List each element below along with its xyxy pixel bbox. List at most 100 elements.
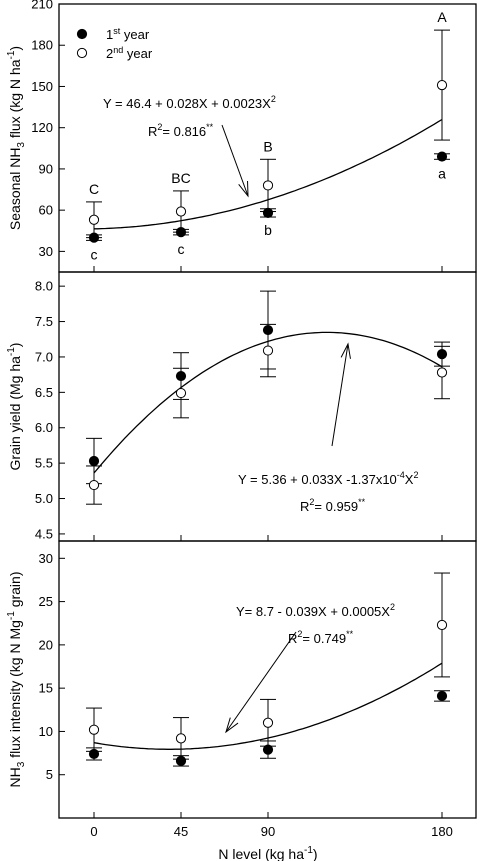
legend-sup: st [113,26,121,36]
arrow-head [238,180,249,198]
r2-sup: 2 [297,629,302,639]
arrow-head [340,342,351,359]
equation-text: Y= 8.7 - 0.039X + 0.0005X [236,604,390,619]
significance-letter-1st-year: a [438,166,446,182]
y-tick-label: 15 [39,681,53,696]
y-tick-label: 5.5 [35,456,53,471]
y-tick-label: 8.0 [35,279,53,294]
y-axis-label-p1: Seasonal NH3 flux (kg N ha-1) [6,46,27,230]
data-point-1st-year [436,151,448,162]
r2-text: R [300,499,309,514]
y-tick-label: 6.0 [35,420,53,435]
r2-significance: ** [346,629,354,639]
legend-marker-1st-year [76,28,88,40]
data-point-2nd-year [436,79,448,91]
r-squared-p1: R2= 0.816** [148,122,214,139]
y-tick-label: 7.0 [35,349,53,364]
y-tick-label: 25 [39,594,53,609]
equation-p2: Y = 5.36 + 0.033X -1.37x10-4X2 [238,470,418,487]
y-tick-label: 10 [39,724,53,739]
y-label-sup: -1 [6,50,17,59]
x-label-sup: -1 [304,845,313,856]
data-point-2nd-year [88,724,100,735]
y-tick-label: 7.5 [35,314,53,329]
y-label-mid: flux intensity (kg N Mg [7,620,23,762]
equation-text: Y = 5.36 + 0.033X -1.37x10 [238,472,397,487]
equation-sup: -4 [397,470,405,480]
significance-letter-1st-year: b [264,222,272,238]
x-tick-label: 180 [431,824,453,839]
annotation-arrow [225,631,297,733]
legend-marker-2nd-year [76,47,88,59]
y-tick-label: 20 [39,637,53,652]
y-tick-label: 180 [31,38,53,53]
significance-letter-2nd-year: B [263,138,272,154]
y-tick-label: 210 [31,0,53,12]
y-label-sup: -1 [6,611,17,620]
equation-p3: Y= 8.7 - 0.039X + 0.0005X2 [236,602,395,619]
r2-value: = 0.749 [302,631,346,646]
y-tick-label: 30 [39,551,53,566]
data-point-2nd-year [175,387,187,399]
legend-base: 2 [106,46,113,61]
arrow-head [225,717,239,734]
data-point-2nd-year [262,345,274,356]
y-tick-label: 30 [39,244,53,259]
x-tick-label: 0 [90,824,97,839]
r2-text: R [148,124,157,139]
data-point-2nd-year [88,479,100,491]
significance-letter-2nd-year: A [437,9,447,25]
y-label-end: ) [7,46,23,51]
y-axis-label-p2: Grain yield (Mg ha-1) [6,343,23,471]
x-label-main: N level (kg ha [218,846,304,861]
r-squared-p3: R2= 0.749** [288,629,354,646]
legend-label: 1st year [106,26,150,42]
equation-p1: Y = 46.4 + 0.028X + 0.0023X2 [103,94,276,111]
x-tick-label: 90 [261,824,275,839]
x-tick-label: 45 [174,824,188,839]
r2-significance: ** [206,122,214,132]
equation-sup: 2 [390,602,395,612]
data-point-1st-year [436,690,448,702]
equation-sup: 2 [271,94,276,104]
y-tick-label: 150 [31,79,53,94]
y-tick-label: 120 [31,120,53,135]
y-tick-label: 4.5 [35,526,53,541]
r2-sup: 2 [157,122,162,132]
r2-sup: 2 [309,497,314,507]
data-point-2nd-year [262,717,274,728]
data-point-2nd-year [436,619,448,631]
legend-base: 1 [106,27,113,42]
y-label-main: Seasonal NH [7,148,23,231]
y-label-mid: flux (kg N ha [7,59,23,142]
y-tick-label: 6.5 [35,385,53,400]
data-point-2nd-year [88,214,100,225]
r2-value: = 0.959 [314,499,358,514]
r2-significance: ** [358,497,366,507]
r-squared-p2: R2= 0.959** [300,497,366,514]
legend-rest: year [123,46,153,61]
r2-value: = 0.816 [162,124,206,139]
y-tick-label: 5 [46,767,53,782]
annotation-arrow [221,124,249,197]
significance-letter-1st-year: c [178,241,185,257]
legend-rest: year [120,27,150,42]
y-label-main: NH [7,767,23,787]
significance-letter-1st-year: c [91,247,98,263]
data-point-2nd-year [175,733,187,744]
x-axis-label: N level (kg ha-1) [218,845,317,861]
y-tick-label: 60 [39,203,53,218]
y-label-sub: 3 [16,142,27,148]
x-label-end: ) [313,846,318,861]
y-label-sup: -1 [6,347,17,356]
equation-sup2: 2 [413,470,418,480]
y-label-main: Grain yield (Mg ha [7,356,23,471]
data-point-2nd-year [262,180,274,191]
y-tick-label: 5.0 [35,491,53,506]
legend-sup: nd [113,45,123,55]
y-label-end: grain) [7,572,23,612]
data-point-2nd-year [436,367,448,378]
significance-letter-2nd-year: C [89,181,99,197]
legend-label: 2nd year [106,45,153,61]
